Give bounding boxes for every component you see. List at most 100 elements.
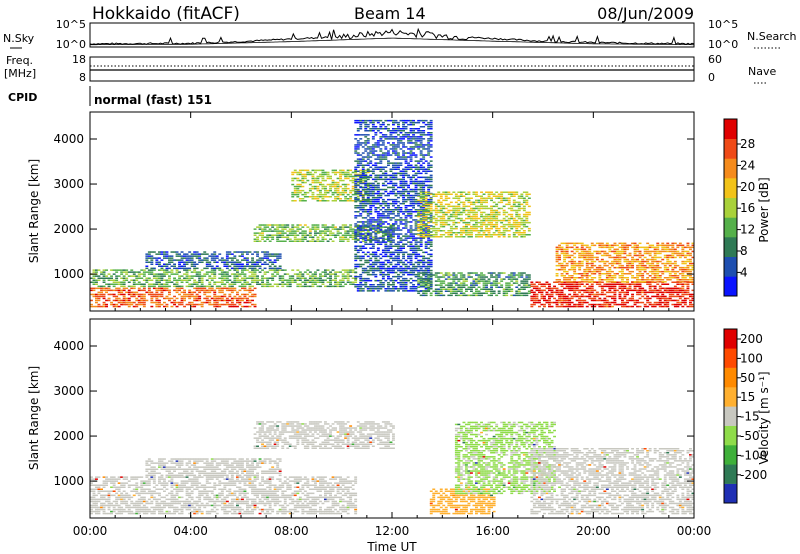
power-cell <box>296 283 300 285</box>
power-cell <box>510 227 514 230</box>
power-cell <box>427 146 431 148</box>
power-cell <box>293 189 297 192</box>
power-cell <box>218 253 222 255</box>
power-cell <box>402 196 405 199</box>
power-cell <box>560 293 564 296</box>
power-cell <box>482 280 486 282</box>
power-cell <box>215 303 219 306</box>
power-cell <box>311 173 315 176</box>
power-cell <box>374 192 378 195</box>
power-cell <box>480 221 483 224</box>
power-cell <box>412 229 415 231</box>
power-cell <box>359 279 363 282</box>
power-cell <box>475 272 478 274</box>
power-cell <box>465 205 468 208</box>
power-cell <box>266 271 270 273</box>
power-cell <box>427 237 431 239</box>
power-cell <box>263 283 267 285</box>
power-cell <box>220 281 224 283</box>
power-cell <box>512 209 516 212</box>
power-cell <box>427 282 431 284</box>
power-cell <box>356 207 360 209</box>
power-cell <box>324 173 327 176</box>
power-cell <box>117 305 121 308</box>
power-cell <box>356 221 360 223</box>
power-cell <box>303 200 307 202</box>
power-cell <box>253 234 257 236</box>
power-cell <box>140 289 144 292</box>
power-cell <box>480 294 483 297</box>
power-cell <box>459 191 463 193</box>
power-cell <box>359 235 363 237</box>
power-cell <box>505 191 509 193</box>
power-cell <box>424 251 428 254</box>
power-cell <box>361 152 365 154</box>
power-cell <box>361 169 365 172</box>
power-cell <box>215 257 219 259</box>
power-cell <box>520 274 524 276</box>
power-cell <box>394 176 398 179</box>
power-cell <box>510 217 514 220</box>
power-cell <box>472 282 476 284</box>
power-cell <box>213 259 217 261</box>
power-cell <box>152 301 156 304</box>
power-cell <box>414 174 418 177</box>
power-cell <box>150 285 154 288</box>
power-cell <box>409 136 413 138</box>
power-cell <box>381 226 385 228</box>
power-cell <box>336 230 340 232</box>
power-cell <box>233 261 237 263</box>
power-cell <box>198 273 202 275</box>
power-cell <box>422 132 426 134</box>
power-cell <box>374 119 378 122</box>
power-cell <box>565 297 569 300</box>
power-cell <box>316 226 320 228</box>
power-cell <box>548 295 551 298</box>
power-cell <box>402 174 405 177</box>
power-cell <box>152 277 156 279</box>
power-cell <box>220 259 224 261</box>
power-cell <box>449 292 453 294</box>
power-cell <box>165 281 169 283</box>
power-cell <box>424 213 428 216</box>
power-cell <box>470 201 473 204</box>
power-cell <box>366 146 370 148</box>
power-cell <box>402 136 405 138</box>
power-cell <box>389 231 393 233</box>
power-cell <box>465 217 468 220</box>
power-cell <box>314 177 317 180</box>
power-cell <box>296 226 300 228</box>
power-cell <box>218 299 222 302</box>
power-cell <box>354 241 358 243</box>
power-cell <box>100 285 103 288</box>
power-cell <box>497 232 501 234</box>
power-cell <box>301 275 305 277</box>
power-cell <box>462 211 466 214</box>
power-cell <box>193 265 197 267</box>
power-cell <box>487 221 491 224</box>
power-cell <box>437 191 441 193</box>
power-cell <box>268 269 272 271</box>
power-cell <box>417 209 421 212</box>
power-cell <box>417 119 421 122</box>
power-cell <box>507 288 511 290</box>
power-cell <box>381 282 385 284</box>
power-cell <box>387 237 390 239</box>
power-cell <box>399 279 403 282</box>
power-cell <box>185 303 189 306</box>
power-cell <box>223 303 227 306</box>
power-cell <box>590 291 594 294</box>
power-cell <box>354 235 358 237</box>
power-cell <box>296 177 300 180</box>
power-cell <box>233 267 237 270</box>
power-cell <box>339 226 342 228</box>
power-cell <box>163 257 166 259</box>
power-cell <box>326 173 330 176</box>
power-cell <box>112 279 116 281</box>
power-cell <box>462 225 466 228</box>
power-cell <box>339 177 342 180</box>
power-cell <box>467 234 471 236</box>
power-cell <box>459 232 463 234</box>
power-cell <box>359 221 363 223</box>
power-cell <box>356 290 360 292</box>
